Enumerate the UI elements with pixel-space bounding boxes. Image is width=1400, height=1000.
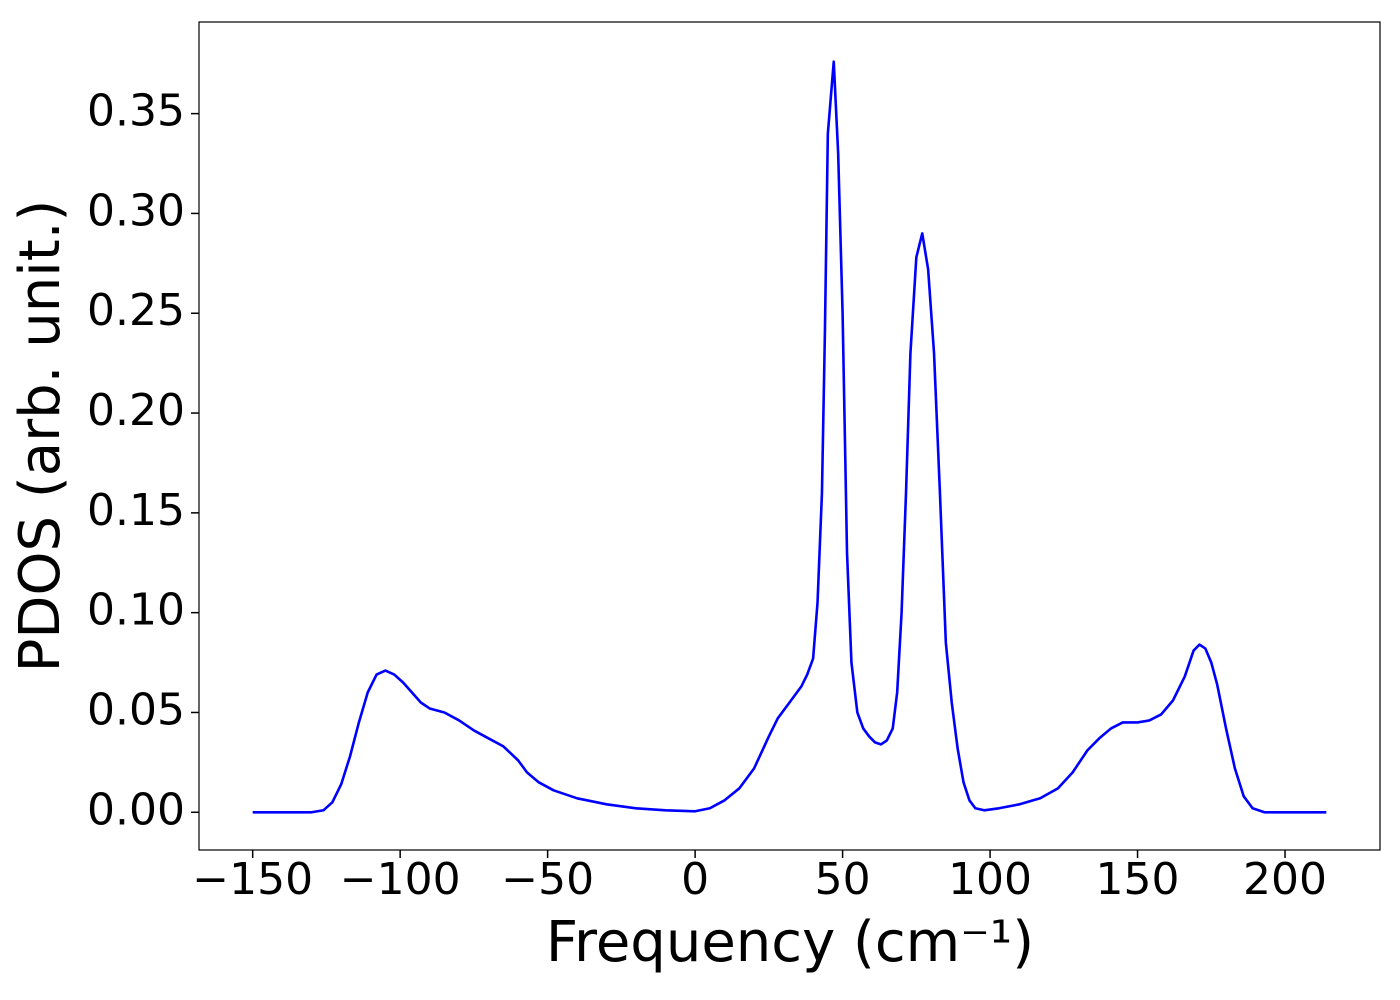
y-tick-label: 0.35 (87, 86, 185, 137)
y-axis-label: PDOS (arb. unit.) (8, 200, 73, 673)
x-tick-label: 200 (1243, 854, 1327, 905)
y-tick-label: 0.05 (87, 684, 185, 735)
x-tick-label: −100 (340, 854, 461, 905)
y-tick-label: 0.25 (87, 285, 185, 336)
x-tick-label: 100 (948, 854, 1032, 905)
x-tick-label: 50 (815, 854, 871, 905)
x-tick-label: −50 (501, 854, 594, 905)
y-tick-label: 0.10 (87, 585, 185, 636)
x-tick-label: 150 (1096, 854, 1180, 905)
y-tick-label: 0.15 (87, 485, 185, 536)
y-tick-label: 0.20 (87, 385, 185, 436)
y-tick-label: 0.30 (87, 185, 185, 236)
line (252, 60, 1327, 814)
plot-frame (198, 21, 1381, 851)
x-axis-label: Frequency (cm⁻¹) (546, 910, 1034, 975)
x-tick-label: 0 (681, 854, 709, 905)
x-tick-label: −150 (192, 854, 313, 905)
y-tick-label: 0.00 (87, 784, 185, 835)
